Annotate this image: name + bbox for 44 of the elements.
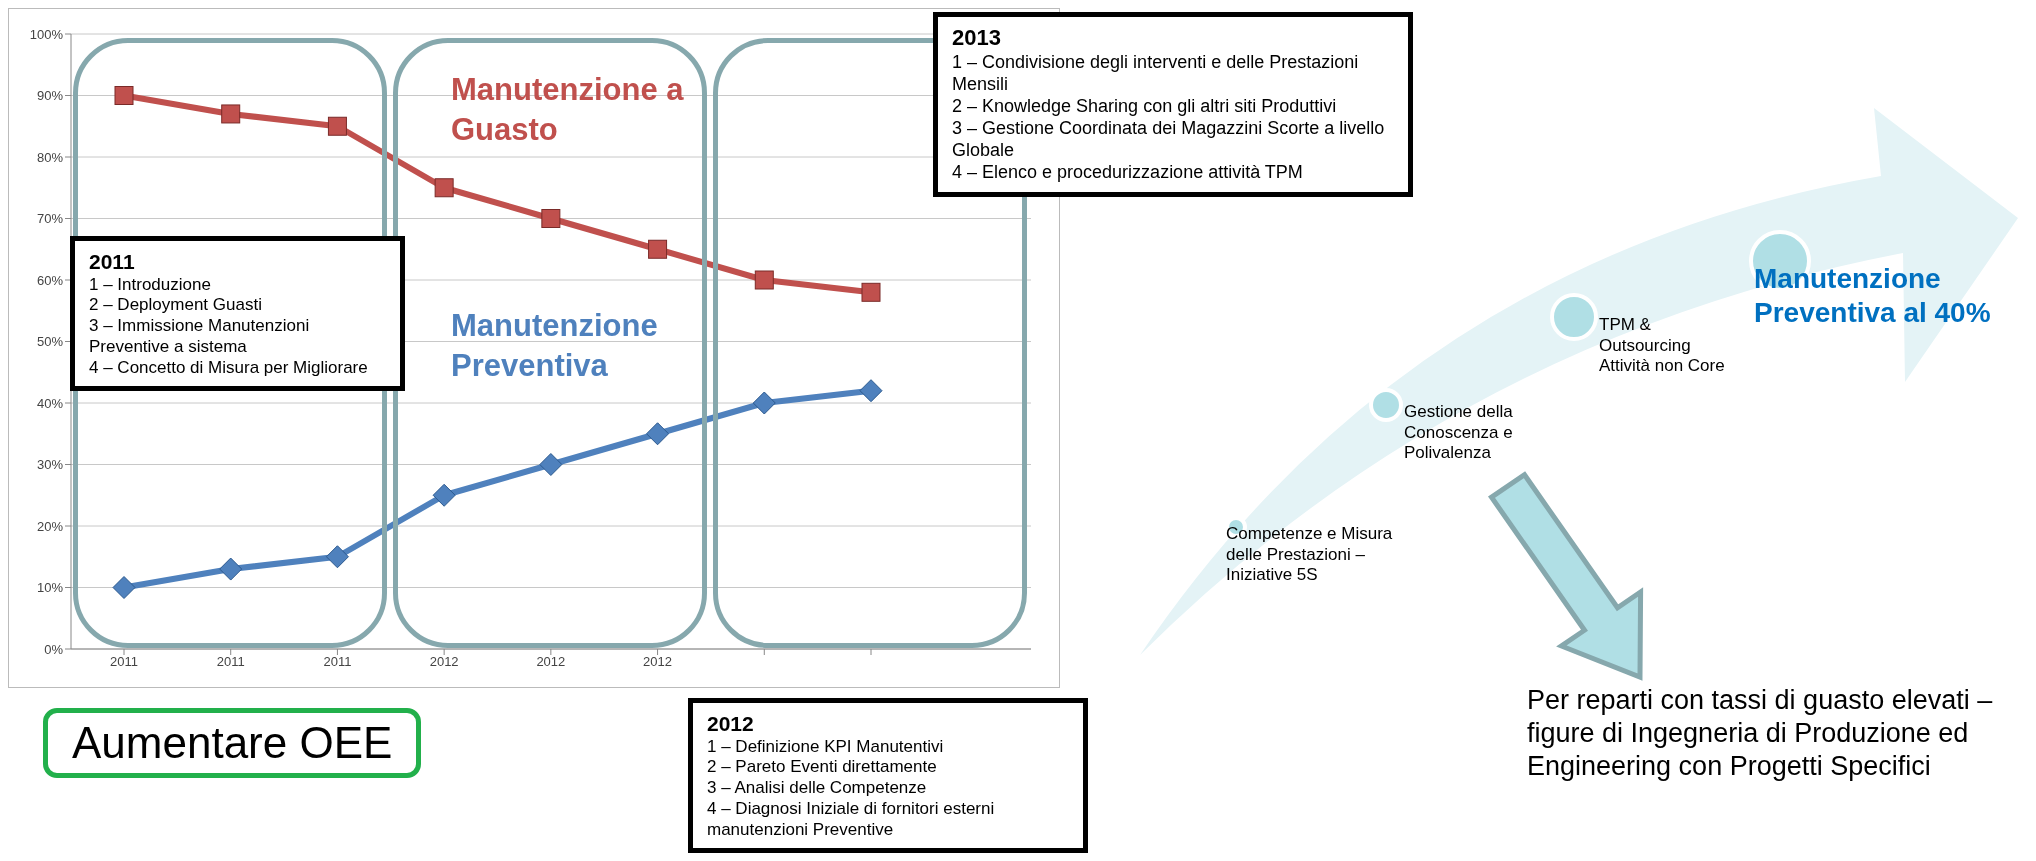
text: TPM & Outsourcing Attività non Core	[1599, 315, 1726, 378]
point	[752, 391, 776, 415]
y-tick-label: 10%	[36, 580, 64, 596]
text: 2012 1 – Definizione KPI Manutentivi 2 – Pareto Eventi direttamente 3 – Analisi delle Competenze 4 – Diagnosi Iniziale di fornitori esterni manutenzioni Preventive	[707, 711, 996, 841]
point	[219, 557, 243, 581]
y-tick-label: 40%	[36, 395, 64, 411]
series-label: Manutenzione a Guasto	[451, 71, 685, 150]
point	[859, 379, 883, 403]
y-tick-label: 0%	[44, 641, 64, 657]
y-tick-label: 60%	[36, 272, 64, 288]
y-tick-label: 90%	[36, 88, 64, 104]
text: Per reparti con tassi di guasto elevati – figure di Ingegneria di Produzione ed Engineering con Progetti Specifici	[1527, 684, 1994, 783]
series-label: Manutenzione Preventiva	[451, 307, 659, 386]
y-tick-label: 30%	[36, 457, 64, 473]
text: Competenze e Misura delle Prestazioni – Iniziative 5S	[1226, 524, 1394, 587]
point	[646, 422, 670, 446]
annotation: 2011 1 – Introduzione 2 – Deployment Guasti 3 – Immissione Manutenzioni Preventive a sistema 4 – Concetto di Misura per Migliorare	[89, 249, 369, 379]
x-tick-label: 2012	[536, 654, 566, 670]
point	[112, 576, 136, 599]
x-tick-label: 2011	[110, 654, 138, 670]
y-tick-label: 70%	[36, 211, 64, 227]
x-tick-label: 2012	[429, 654, 459, 670]
point	[648, 239, 668, 259]
point	[114, 86, 134, 105]
y-tick-label: 80%	[36, 149, 64, 165]
y-tick-label: 20%	[36, 518, 64, 534]
y-tick-label: 100%	[29, 26, 64, 42]
point	[434, 178, 454, 198]
point	[327, 116, 347, 136]
x-tick-label: 2011	[323, 654, 352, 670]
point	[541, 209, 561, 228]
text: 2013 1 – Condivisione degli interventi e delle Prestazioni Mensili 2 – Knowledge Sharing con gli altri siti Produttivi 3 – Gestione Coordinata dei Magazzini Scorte a livello Globale 4 – Elenco e procedurizzazione attività TPM	[952, 25, 1386, 184]
point	[221, 104, 241, 124]
point	[861, 282, 881, 302]
text: Manutenzione Preventiva al 40%	[1754, 262, 1992, 331]
point	[325, 545, 349, 569]
point	[432, 483, 456, 507]
y-tick-label: 50%	[36, 334, 64, 350]
point	[539, 453, 563, 476]
text: Gestione della Conoscenza e Polivalenza	[1404, 402, 1514, 465]
x-tick-label: 2012	[643, 654, 673, 670]
x-tick-label: 2011	[216, 654, 245, 670]
text: Aumentare OEE	[72, 718, 393, 768]
point	[754, 270, 774, 290]
